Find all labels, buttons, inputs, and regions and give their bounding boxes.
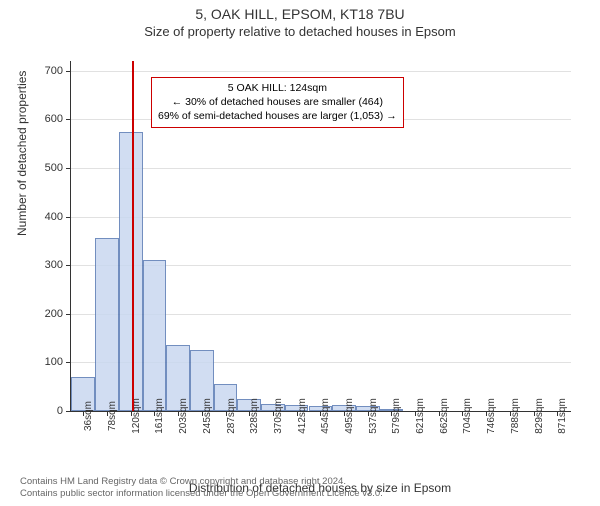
- gridline-h: [71, 168, 571, 169]
- footer-attribution: Contains HM Land Registry data © Crown c…: [20, 476, 383, 500]
- xtick-label: 788sqm: [510, 398, 521, 434]
- footer-line-1: Contains HM Land Registry data © Crown c…: [20, 476, 383, 488]
- xtick-label: 579sqm: [391, 398, 402, 434]
- annotation-box: 5 OAK HILL: 124sqm← 30% of detached hous…: [151, 77, 404, 128]
- gridline-h: [71, 71, 571, 72]
- xtick-label: 704sqm: [462, 398, 473, 434]
- gridline-h: [71, 217, 571, 218]
- ytick-label: 700: [23, 65, 63, 77]
- xtick-label: 621sqm: [415, 398, 426, 434]
- ytick-mark: [66, 168, 71, 169]
- xtick-label: 871sqm: [557, 398, 568, 434]
- page-title-2: Size of property relative to detached ho…: [0, 24, 600, 39]
- page-title-1: 5, OAK HILL, EPSOM, KT18 7BU: [0, 6, 600, 22]
- ytick-label: 500: [23, 162, 63, 174]
- xtick-label: 412sqm: [297, 398, 308, 434]
- xtick-label: 537sqm: [368, 398, 379, 434]
- footer-line-2: Contains public sector information licen…: [20, 488, 383, 500]
- ytick-mark: [66, 362, 71, 363]
- annotation-line-1: 5 OAK HILL: 124sqm: [158, 81, 397, 95]
- ytick-label: 0: [23, 405, 63, 417]
- histogram-bar: [95, 238, 119, 411]
- marker-line: [132, 61, 134, 411]
- xtick-label: 495sqm: [344, 398, 355, 434]
- ytick-label: 300: [23, 259, 63, 271]
- ytick-mark: [66, 119, 71, 120]
- plot-region: 010020030040050060070036sqm78sqm120sqm16…: [70, 61, 571, 412]
- xtick-label: 746sqm: [486, 398, 497, 434]
- histogram-bar: [143, 260, 166, 411]
- chart-area: 010020030040050060070036sqm78sqm120sqm16…: [70, 61, 575, 441]
- ytick-label: 400: [23, 211, 63, 223]
- xtick-label: 829sqm: [534, 398, 545, 434]
- ytick-label: 600: [23, 113, 63, 125]
- xtick-label: 662sqm: [439, 398, 450, 434]
- ytick-mark: [66, 314, 71, 315]
- xtick-label: 287sqm: [226, 398, 237, 434]
- ytick-label: 200: [23, 308, 63, 320]
- xtick-label: 203sqm: [178, 398, 189, 434]
- annotation-line-3: 69% of semi-detached houses are larger (…: [158, 109, 397, 123]
- ytick-mark: [66, 217, 71, 218]
- ytick-mark: [66, 265, 71, 266]
- xtick-label: 328sqm: [249, 398, 260, 434]
- ytick-mark: [66, 411, 71, 412]
- ytick-mark: [66, 71, 71, 72]
- annotation-line-2: ← 30% of detached houses are smaller (46…: [158, 95, 397, 109]
- histogram-bar: [119, 132, 143, 412]
- xtick-label: 161sqm: [154, 398, 165, 434]
- xtick-label: 36sqm: [83, 401, 94, 431]
- xtick-label: 454sqm: [320, 398, 331, 434]
- xtick-label: 370sqm: [273, 398, 284, 434]
- ytick-label: 100: [23, 356, 63, 368]
- xtick-label: 245sqm: [202, 398, 213, 434]
- xtick-label: 78sqm: [107, 401, 118, 431]
